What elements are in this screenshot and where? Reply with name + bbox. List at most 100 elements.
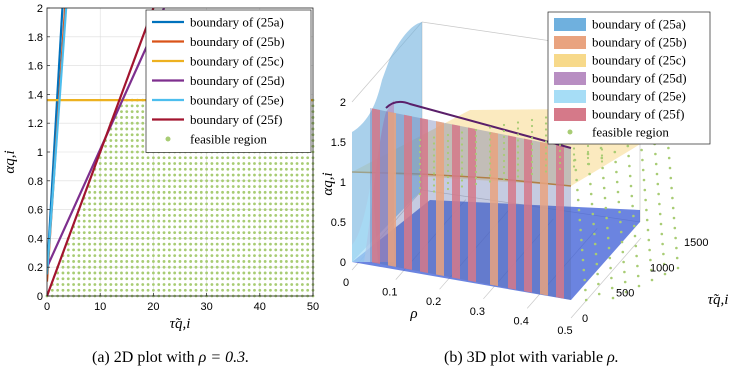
- feasible-dot: [221, 248, 224, 252]
- feasible-dot: [50, 288, 54, 292]
- feasible-dot-3d: [618, 210, 621, 214]
- feasible-dot: [130, 139, 134, 142]
- feasible-dot-3d: [432, 178, 436, 181]
- feasible-dot: [104, 271, 107, 275]
- feasible-dot: [242, 202, 246, 206]
- feasible-dot: [290, 219, 294, 223]
- feasible-dot: [104, 144, 107, 148]
- feasible-dot: [258, 283, 262, 286]
- feasible-dot: [109, 139, 113, 142]
- feasible-dot: [93, 185, 97, 188]
- feasible-dot: [290, 156, 294, 160]
- feasible-dot: [167, 208, 171, 212]
- feasible-dot: [104, 213, 107, 217]
- feasible-dot-3d: [516, 157, 520, 160]
- feasible-dot: [290, 288, 294, 292]
- feasible-dot: [98, 260, 102, 263]
- feasible-dot-3d: [432, 142, 436, 145]
- feasible-dot: [205, 156, 209, 160]
- feasible-dot: [120, 231, 123, 235]
- feasible-dot: [125, 156, 129, 160]
- legend-label-3d: boundary of (25c): [592, 53, 686, 68]
- feasible-dot: [162, 288, 166, 292]
- feasible-dot: [167, 237, 171, 240]
- feasible-dot: [104, 173, 107, 177]
- feasible-dot: [226, 277, 230, 281]
- feasible-dot: [263, 202, 267, 206]
- feasible-dot: [258, 185, 262, 188]
- feasible-dot-3d: [516, 169, 520, 172]
- feasible-dot: [162, 173, 166, 177]
- feasible-dot: [109, 271, 113, 275]
- feasible-dot: [221, 162, 224, 165]
- feasible-dot: [167, 288, 171, 292]
- feasible-dot: [136, 127, 139, 131]
- feasible-dot: [114, 271, 118, 275]
- surface-stripe: [540, 141, 548, 296]
- feasible-dot: [215, 190, 219, 194]
- feasible-dot: [221, 179, 224, 183]
- feasible-dot: [136, 185, 139, 188]
- feasible-dot: [269, 162, 272, 165]
- surface-stripe: [556, 145, 564, 299]
- legend-label-3d: boundary of (25f): [592, 107, 684, 122]
- feasible-dot: [125, 271, 129, 275]
- feasible-dot-3d: [432, 172, 436, 175]
- feasible-dot: [130, 208, 134, 212]
- feasible-dot-3d: [432, 136, 436, 139]
- surface-stripe: [420, 117, 428, 273]
- feasible-dot-3d: [544, 122, 548, 125]
- feasible-dot: [130, 150, 134, 154]
- legend-label: feasible region: [190, 132, 267, 147]
- feasible-dot: [199, 196, 203, 200]
- feasible-dot: [300, 265, 304, 269]
- feasible-dot-3d: [460, 143, 464, 146]
- feasible-dot: [237, 208, 240, 212]
- feasible-dot: [130, 231, 134, 235]
- feasible-dot: [199, 254, 203, 258]
- feasible-dot: [199, 242, 203, 246]
- feasible-dot: [199, 231, 203, 235]
- feasible-dot: [285, 277, 288, 281]
- feasible-dot: [93, 283, 97, 286]
- feasible-dot: [221, 167, 224, 171]
- feasible-dot: [178, 260, 182, 263]
- feasible-dot: [285, 271, 288, 275]
- feasible-dot: [146, 213, 150, 217]
- feasible-dot-3d: [634, 244, 638, 248]
- feasible-dot-3d: [530, 148, 534, 152]
- feasible-dot-3d: [446, 151, 450, 155]
- feasible-dot: [258, 260, 262, 263]
- feasible-dot: [125, 179, 129, 183]
- surface-stripe: [524, 138, 532, 293]
- feasible-dot-3d: [474, 146, 478, 150]
- feasible-dot: [98, 196, 102, 200]
- feasible-dot: [263, 208, 267, 212]
- feasible-dot: [226, 248, 230, 252]
- feasible-dot-3d: [474, 176, 478, 180]
- feasible-dot: [130, 179, 134, 183]
- feasible-dot: [242, 173, 246, 177]
- feasible-dot-3d: [516, 139, 520, 142]
- feasible-dot: [194, 219, 198, 223]
- feasible-dot: [88, 283, 91, 286]
- feasible-dot: [98, 208, 102, 212]
- feasible-dot: [98, 265, 102, 269]
- feasible-dot: [221, 219, 224, 223]
- feasible-dot-3d: [580, 248, 584, 252]
- feasible-dot-3d: [530, 136, 534, 140]
- feasible-dot: [205, 265, 209, 269]
- feasible-dot: [295, 231, 299, 235]
- feasible-dot: [205, 162, 209, 165]
- feasible-dot: [247, 248, 251, 252]
- feasible-dot-3d: [460, 179, 464, 182]
- feasible-dot: [274, 225, 278, 229]
- feasible-dot: [146, 202, 150, 206]
- feasible-dot: [173, 167, 177, 171]
- feasible-dot: [120, 150, 123, 154]
- feasible-dot: [263, 225, 267, 229]
- feasible-dot: [146, 248, 150, 252]
- feasible-dot: [141, 167, 145, 171]
- feasible-dot: [183, 196, 187, 200]
- feasible-dot: [66, 277, 70, 281]
